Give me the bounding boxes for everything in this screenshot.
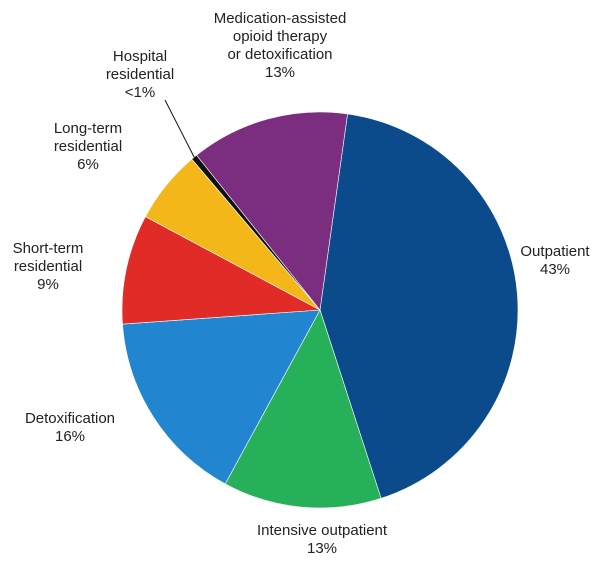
slice-label: Hospital residential <1% — [40, 48, 240, 102]
category-label: Intensive outpatient — [256, 522, 388, 539]
value-label: 13% — [264, 64, 296, 81]
value-label: 43% — [539, 261, 571, 278]
value-label: <1% — [124, 84, 156, 101]
value-label: 6% — [77, 156, 99, 173]
category-label: Long-term residential — [53, 120, 123, 155]
value-label: 9% — [37, 276, 59, 293]
slice-label: Long-term residential 6% — [0, 120, 188, 174]
pie-slice — [121, 216, 322, 325]
slice-label: Medication-assisted opioid therapy or de… — [180, 10, 380, 82]
pie-slice — [224, 309, 382, 509]
pie-slice — [319, 113, 519, 499]
slice-label: Intensive outpatient 13% — [222, 522, 422, 558]
category-label: Outpatient — [520, 243, 590, 260]
pie-slice — [122, 309, 321, 485]
category-label: Hospital residential — [105, 48, 175, 83]
category-label: Short-term residential — [12, 240, 84, 275]
slice-label: Outpatient 43% — [455, 243, 610, 279]
value-label: 13% — [306, 540, 338, 557]
slice-label: Short-term residential 9% — [0, 240, 148, 294]
slice-label: Detoxification 16% — [0, 410, 170, 446]
category-label: Detoxification — [24, 410, 116, 427]
category-label: Medication-assisted opioid therapy or de… — [213, 10, 347, 63]
value-label: 16% — [54, 428, 86, 445]
pie-slice — [196, 111, 348, 311]
leader-line — [164, 99, 195, 158]
